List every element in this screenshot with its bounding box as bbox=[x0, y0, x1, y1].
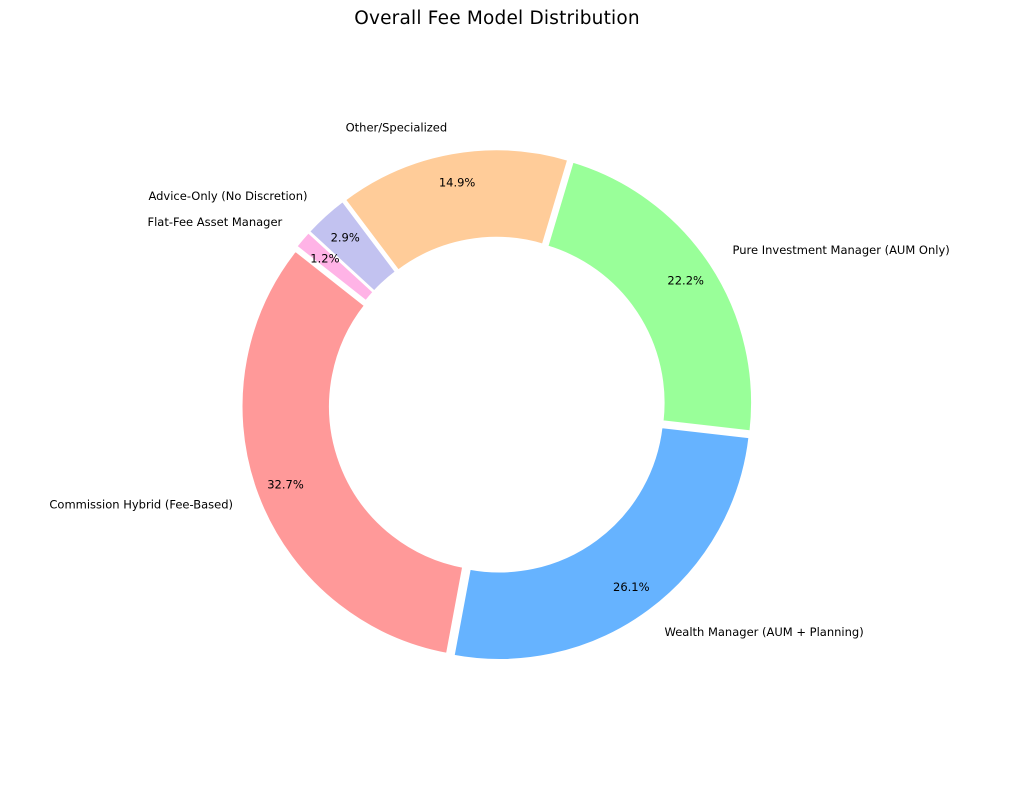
pie-slice-pct-3: 14.9% bbox=[439, 176, 476, 190]
pie-slice-pct-2: 22.2% bbox=[667, 274, 704, 288]
chart-title: Overall Fee Model Distribution bbox=[354, 8, 640, 29]
pie-slice-pct-4: 2.9% bbox=[331, 231, 360, 245]
pie-slice-1 bbox=[452, 425, 751, 662]
pie-slice-label-3: Other/Specialized bbox=[346, 120, 448, 134]
pie-slice-2 bbox=[545, 160, 754, 433]
pie-percent-labels: 32.7% 26.1% 22.2% 14.9% 2.9% 1.2% bbox=[267, 176, 704, 594]
pie-slice-5 bbox=[294, 230, 376, 303]
pie-slice-0 bbox=[240, 249, 465, 656]
pie-slice-3 bbox=[343, 147, 570, 273]
pie-category-labels: Commission Hybrid (Fee-Based) Wealth Mana… bbox=[49, 120, 949, 638]
pie-slices bbox=[240, 147, 754, 662]
pie-slice-pct-1: 26.1% bbox=[613, 580, 650, 594]
pie-slice-pct-5: 1.2% bbox=[310, 252, 339, 266]
pie-slice-label-2: Pure Investment Manager (AUM Only) bbox=[733, 243, 950, 257]
pie-slice-label-0: Commission Hybrid (Fee-Based) bbox=[49, 497, 233, 511]
pie-slice-label-1: Wealth Manager (AUM + Planning) bbox=[665, 625, 864, 639]
pie-slice-label-5: Flat-Fee Asset Manager bbox=[147, 215, 282, 229]
pie-slice-pct-0: 32.7% bbox=[267, 478, 304, 492]
pie-slice-label-4: Advice-Only (No Discretion) bbox=[148, 189, 307, 203]
